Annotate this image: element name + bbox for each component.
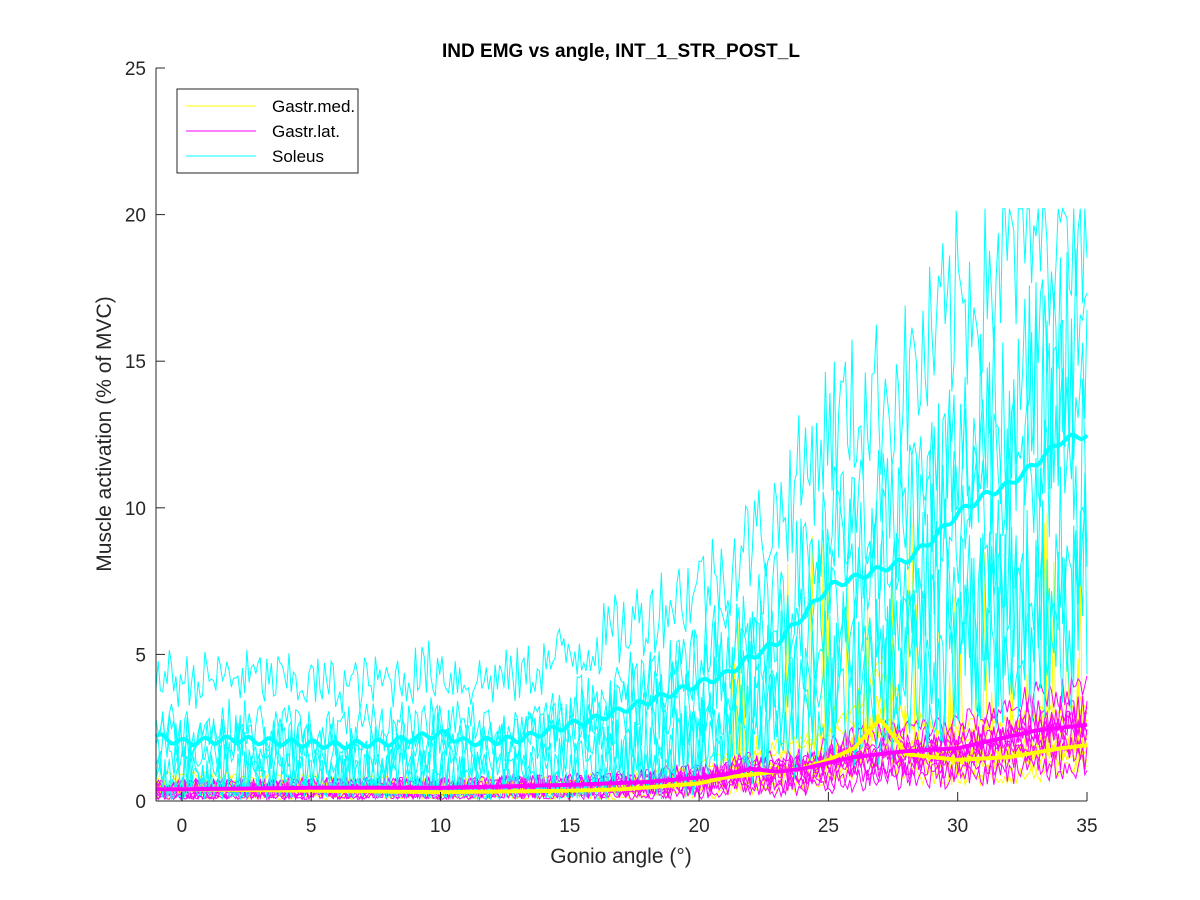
legend: Gastr.med. Gastr.lat. Soleus (176, 88, 359, 174)
trial-line-soleus (155, 206, 1088, 714)
x-tick-label: 15 (559, 816, 580, 837)
trial-line-soleus (155, 248, 1088, 761)
chart-title: IND EMG vs angle, INT_1_STR_POST_L (442, 41, 800, 62)
x-tick-label: 0 (177, 816, 188, 837)
x-tick-label: 30 (947, 816, 968, 837)
legend-label-soleus: Soleus (272, 147, 324, 166)
x-axis-label: Gonio angle (°) (550, 845, 691, 868)
x-ticks: 0 5 10 15 20 25 30 35 (177, 792, 1098, 837)
y-tick-label: 5 (135, 645, 146, 666)
y-tick-label: 20 (125, 206, 146, 227)
y-ticks: 0 5 10 15 20 25 (125, 59, 165, 813)
trial-line-gastr-lat (155, 675, 1088, 796)
y-tick-label: 25 (125, 59, 146, 80)
y-tick-label: 15 (125, 352, 146, 373)
x-tick-label: 35 (1076, 816, 1097, 837)
x-tick-label: 25 (818, 816, 839, 837)
mean-line-soleus (154, 432, 1089, 751)
mean-line-gastr-lat (156, 722, 1088, 792)
mean-line-gastr-med (156, 718, 1088, 795)
mean-traces (154, 432, 1089, 795)
y-tick-label: 10 (125, 499, 146, 520)
x-tick-label: 5 (306, 816, 317, 837)
trial-line-soleus (155, 501, 1088, 801)
x-tick-label: 20 (689, 816, 710, 837)
y-axis-label: Muscle activation (% of MVC) (93, 296, 116, 571)
legend-label-gastr-lat: Gastr.lat. (272, 122, 340, 141)
y-tick-label: 0 (135, 792, 146, 813)
x-tick-label: 10 (430, 816, 451, 837)
legend-label-gastr-med: Gastr.med. (272, 97, 355, 116)
